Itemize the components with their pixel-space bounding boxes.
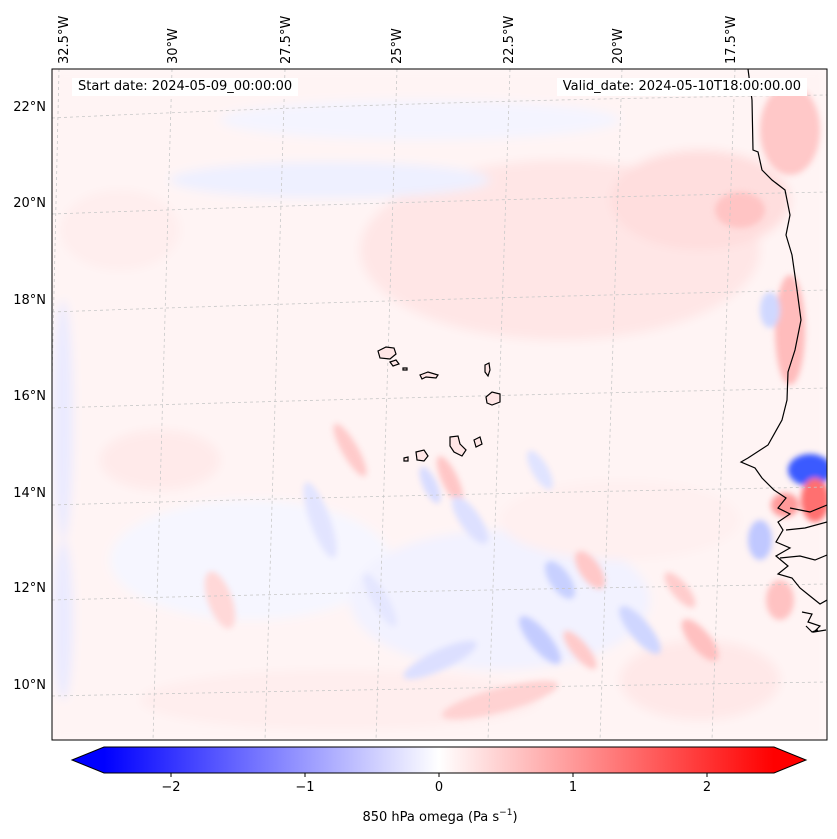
omega-field: [52, 69, 827, 740]
island-boa-vista: [485, 391, 501, 406]
lat-tick-label: 12°N: [13, 581, 46, 596]
colorbar: −2 −1 0 1 2 850 hPa omega (Pa s−1): [70, 746, 808, 825]
colorbar-body: [104, 747, 774, 773]
colorbar-ticks: −2 −1 0 1 2: [161, 773, 711, 795]
colorbar-extend-low: [72, 747, 104, 773]
island-sao-vicente: [389, 359, 400, 367]
latitude-labels: 22°N 20°N 18°N 16°N 14°N 12°N 10°N: [13, 100, 46, 693]
colorbar-outline: [70, 746, 808, 774]
lon-tick-label: 25°W: [390, 28, 405, 64]
colorbar-title-unit: −1: [499, 808, 512, 818]
africa-coastline: [739, 69, 827, 605]
longitude-labels: 32.5°W 30°W 27.5°W 25°W 22.5°W 20°W 17.5…: [57, 16, 739, 64]
lon-tick-label: 32.5°W: [57, 16, 72, 64]
island-fogo: [415, 449, 429, 462]
colorbar-tick-label: −2: [161, 780, 180, 795]
lat-tick-label: 10°N: [13, 678, 46, 693]
lat-tick-label: 14°N: [13, 486, 46, 501]
valid-date-label: Valid_date: 2024-05-10T18:00:00.00: [556, 78, 807, 96]
coastline: [739, 69, 827, 633]
colorbar-title: 850 hPa omega (Pa s−1): [362, 808, 517, 825]
lon-tick-label: 27.5°W: [279, 16, 294, 64]
lat-tick-label: 20°N: [13, 196, 46, 211]
colorbar-tick-label: 1: [569, 780, 577, 795]
lon-tick-label: 22.5°W: [502, 16, 517, 64]
colorbar-tick-label: −1: [295, 780, 314, 795]
island-santa-luzia: [402, 367, 408, 371]
island-brava: [403, 456, 409, 462]
lon-tick-label: 20°W: [611, 28, 626, 64]
lat-tick-label: 18°N: [13, 293, 46, 308]
lat-tick-label: 16°N: [13, 389, 46, 404]
cape-verde-islands: [377, 346, 501, 462]
colorbar-tick-label: 2: [703, 780, 711, 795]
colorbar-title-text: 850 hPa omega (Pa s: [362, 810, 499, 825]
island-santiago: [449, 435, 467, 457]
colorbar-extend-high: [774, 747, 806, 773]
island-maio: [473, 436, 483, 448]
colorbar-title-close: ): [512, 810, 517, 825]
island-santo-antao: [377, 346, 397, 360]
graticule: [52, 69, 827, 740]
lat-tick-label: 22°N: [13, 100, 46, 115]
colorbar-tick-label: 0: [435, 780, 443, 795]
island-sal: [484, 362, 491, 378]
start-date-label: Start date: 2024-05-09_00:00:00: [72, 78, 299, 96]
lon-tick-label: 17.5°W: [724, 16, 739, 64]
island-sao-nicolau: [419, 371, 439, 380]
lon-tick-label: 30°W: [166, 28, 181, 64]
map-frame: [51, 68, 828, 741]
